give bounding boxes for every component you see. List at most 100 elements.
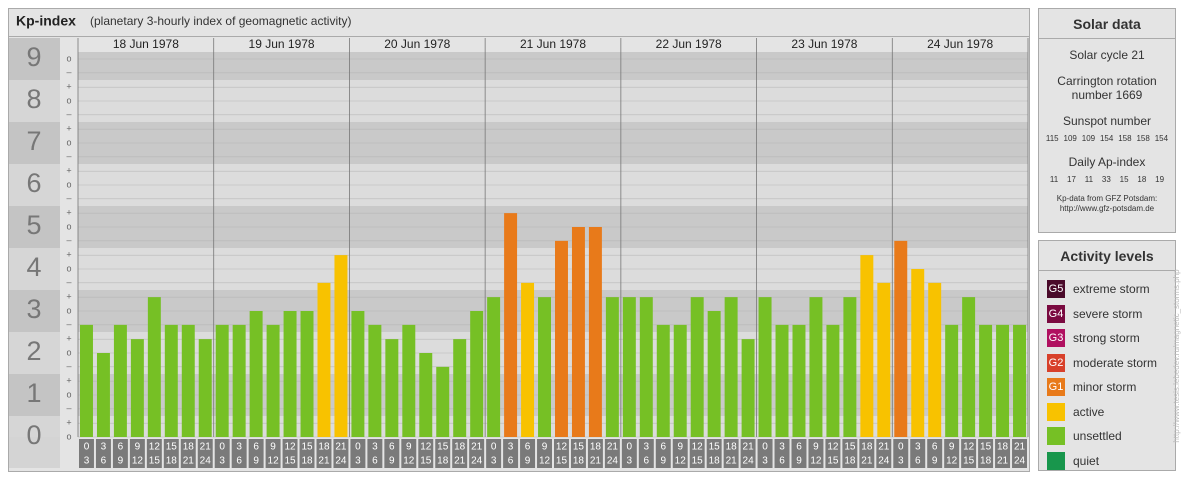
hour-end: 6 [508, 456, 514, 467]
axis-band [9, 416, 60, 437]
bar [945, 324, 959, 437]
hour-start: 3 [644, 442, 650, 453]
hour-cell [723, 439, 739, 468]
hour-end: 18 [980, 456, 992, 467]
sunspot-value: 115 [1045, 134, 1059, 143]
hour-start: 3 [236, 442, 242, 453]
day-label: 22 Jun 1978 [656, 37, 722, 51]
date-header [78, 38, 1028, 52]
ap-value: 33 [1101, 175, 1111, 184]
y-tick-label: 7 [26, 126, 41, 156]
hour-end: 9 [253, 456, 259, 467]
hour-cell [876, 439, 892, 468]
hour-cell [112, 439, 128, 468]
minor-tick-label: – [66, 151, 71, 161]
hour-start: 18 [997, 442, 1009, 453]
hour-start: 9 [270, 442, 276, 453]
plot: 0123456789o+–o+–o+–o+–o+–o+–o+–o+–o+–o18… [9, 37, 1029, 468]
hour-start: 9 [677, 442, 683, 453]
minor-tick-label: + [66, 292, 71, 302]
bar [470, 311, 484, 437]
hour-cell [401, 439, 417, 468]
credit: http://www.tesis.lebedev.ru/magnetic_sto… [1172, 269, 1181, 443]
hour-cell [231, 439, 247, 468]
hour-end: 6 [372, 456, 378, 467]
hour-start: 9 [135, 442, 141, 453]
activity-label: strong storm [1073, 331, 1140, 346]
day-label: 21 Jun 1978 [520, 37, 586, 51]
hour-end: 24 [471, 456, 483, 467]
hour-end: 9 [796, 456, 802, 467]
minor-tick-label: + [66, 250, 71, 260]
hour-start: 12 [827, 442, 839, 453]
bar [860, 255, 874, 437]
hour-cell [180, 439, 196, 468]
ap-value: 18 [1137, 175, 1147, 184]
hour-end: 6 [915, 456, 921, 467]
bar [96, 353, 110, 437]
bar [894, 240, 908, 437]
minor-tick-label: o [66, 431, 71, 441]
hour-start: 9 [813, 442, 819, 453]
day-label: 18 Jun 1978 [113, 37, 179, 51]
bar [351, 311, 365, 437]
bar [249, 311, 263, 437]
hour-start: 18 [590, 442, 602, 453]
bar [164, 324, 178, 437]
minor-tick-label: – [66, 67, 71, 77]
bar [673, 324, 687, 437]
minor-tick-label: + [66, 208, 71, 218]
hour-start: 15 [709, 442, 721, 453]
hour-end: 9 [525, 456, 531, 467]
bar [724, 297, 738, 437]
hour-cell [554, 439, 569, 468]
minor-tick-label: + [66, 124, 71, 134]
activity-title: Activity levels [1039, 241, 1175, 271]
y-tick-label: 2 [26, 336, 41, 366]
minor-tick-label: o [66, 95, 71, 105]
bar [453, 339, 467, 437]
carrington: Carrington rotation number 1669 [1057, 74, 1157, 102]
hour-end: 12 [810, 456, 822, 467]
hour-end: 18 [709, 456, 721, 467]
bar [283, 311, 297, 437]
bar [334, 255, 348, 437]
bar [385, 339, 399, 437]
hour-start: 18 [861, 442, 873, 453]
hour-end: 18 [301, 456, 313, 467]
hour-cell [146, 439, 162, 468]
hour-cell [757, 439, 773, 468]
hour-cell [197, 439, 213, 468]
hour-start: 15 [437, 442, 449, 453]
band [78, 416, 1028, 437]
hour-cell [503, 439, 519, 468]
hour-end: 24 [335, 456, 347, 467]
hour-end: 6 [101, 456, 107, 467]
bar [656, 324, 670, 437]
bar [775, 324, 789, 437]
bar [538, 297, 551, 437]
sunspot-value: 154 [1154, 134, 1169, 143]
activity-list: G5 extreme storm G4 severe storm G3 strong st… [1039, 277, 1175, 473]
hour-start: 21 [471, 442, 483, 453]
activity-item: active [1039, 400, 1175, 425]
bar [792, 324, 806, 437]
bar [266, 324, 280, 437]
day-label: 19 Jun 1978 [249, 37, 315, 51]
sunspot-value: 109 [1063, 134, 1077, 143]
bar [1013, 324, 1026, 437]
bar [690, 297, 704, 437]
hour-end: 24 [743, 456, 755, 467]
hour-end: 3 [762, 456, 768, 467]
hour-start: 12 [420, 442, 432, 453]
minor-tick-label: – [66, 319, 71, 329]
hour-cell [248, 439, 264, 468]
bar [555, 240, 568, 437]
hour-cell [486, 439, 502, 468]
hour-start: 0 [627, 442, 633, 453]
hour-start: 3 [779, 442, 785, 453]
axis-band [9, 290, 60, 332]
hour-cell [350, 439, 366, 468]
hour-start: 21 [878, 442, 890, 453]
bar [147, 297, 161, 437]
